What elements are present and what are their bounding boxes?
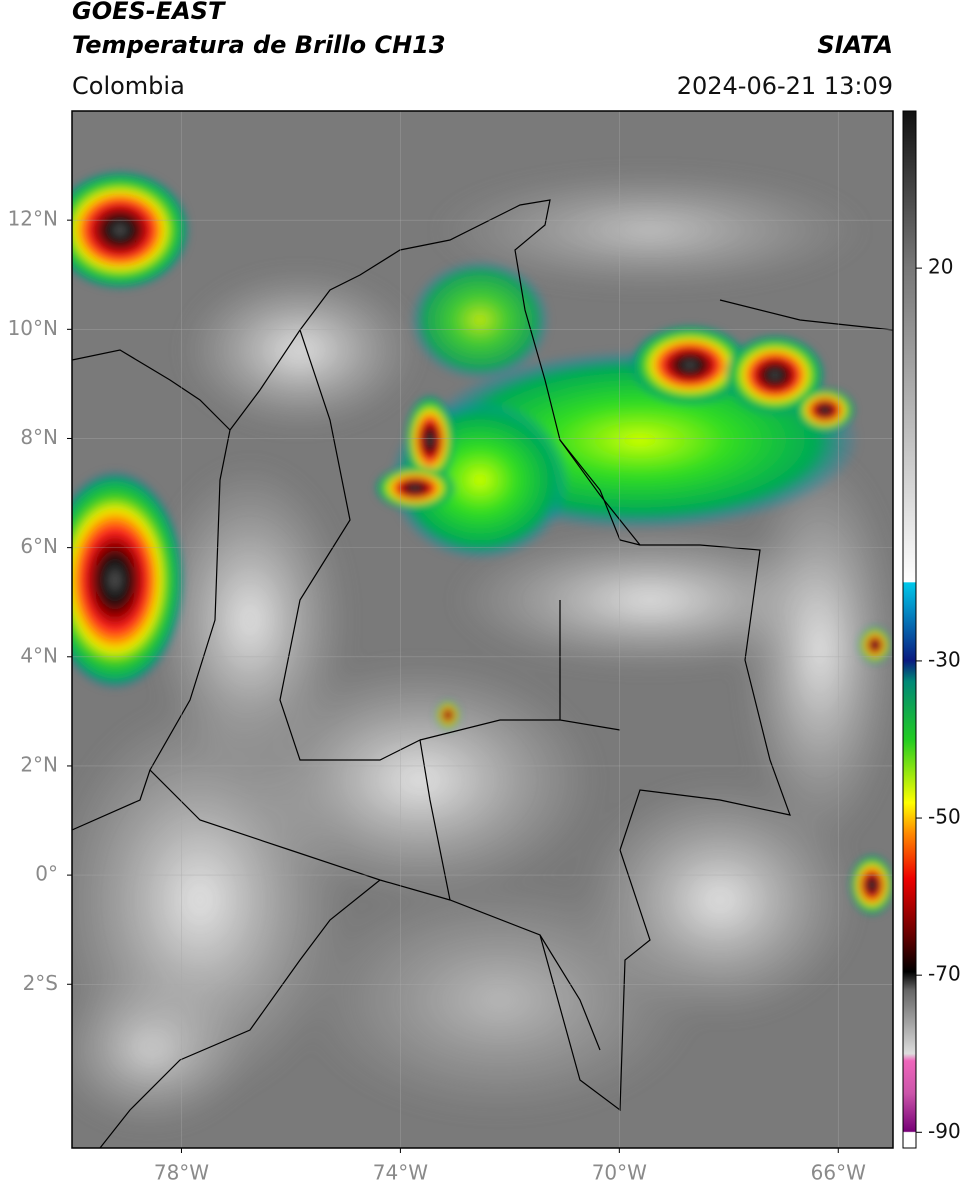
colorbar: [902, 110, 917, 1149]
lat-tick-label: 8°N: [20, 425, 58, 449]
lat-tick-label: 2°S: [23, 971, 58, 995]
colorbar-tick-label: -30: [928, 647, 961, 671]
lon-tick-label: 70°W: [592, 1161, 647, 1185]
lat-tick-label: 12°N: [8, 207, 58, 231]
colorbar-tick-label: 20: [928, 255, 953, 279]
subtitle: Temperatura de Brillo CH13: [72, 31, 446, 59]
map-frame: [71, 110, 894, 1149]
timestamp: 2024-06-21 13:09: [677, 72, 893, 100]
graticule: [72, 111, 893, 1148]
lat-tick-label: 6°N: [20, 534, 58, 558]
lat-tick-label: 0°: [35, 862, 58, 886]
lon-tick-label: 74°W: [373, 1161, 428, 1185]
source: SIATA: [817, 31, 893, 59]
lat-tick-label: 10°N: [8, 316, 58, 340]
lon-tick-label: 66°W: [811, 1161, 866, 1185]
satellite-image: [72, 111, 893, 1148]
title: GOES-EAST: [72, 0, 226, 25]
colorbar-tick-label: -50: [928, 805, 961, 829]
region: Colombia: [72, 72, 185, 100]
lat-tick-label: 4°N: [20, 643, 58, 667]
lon-tick-label: 78°W: [154, 1161, 209, 1185]
colorbar-tick-label: -90: [928, 1119, 961, 1143]
lat-tick-label: 2°N: [20, 752, 58, 776]
colorbar-tick-label: -70: [928, 962, 961, 986]
